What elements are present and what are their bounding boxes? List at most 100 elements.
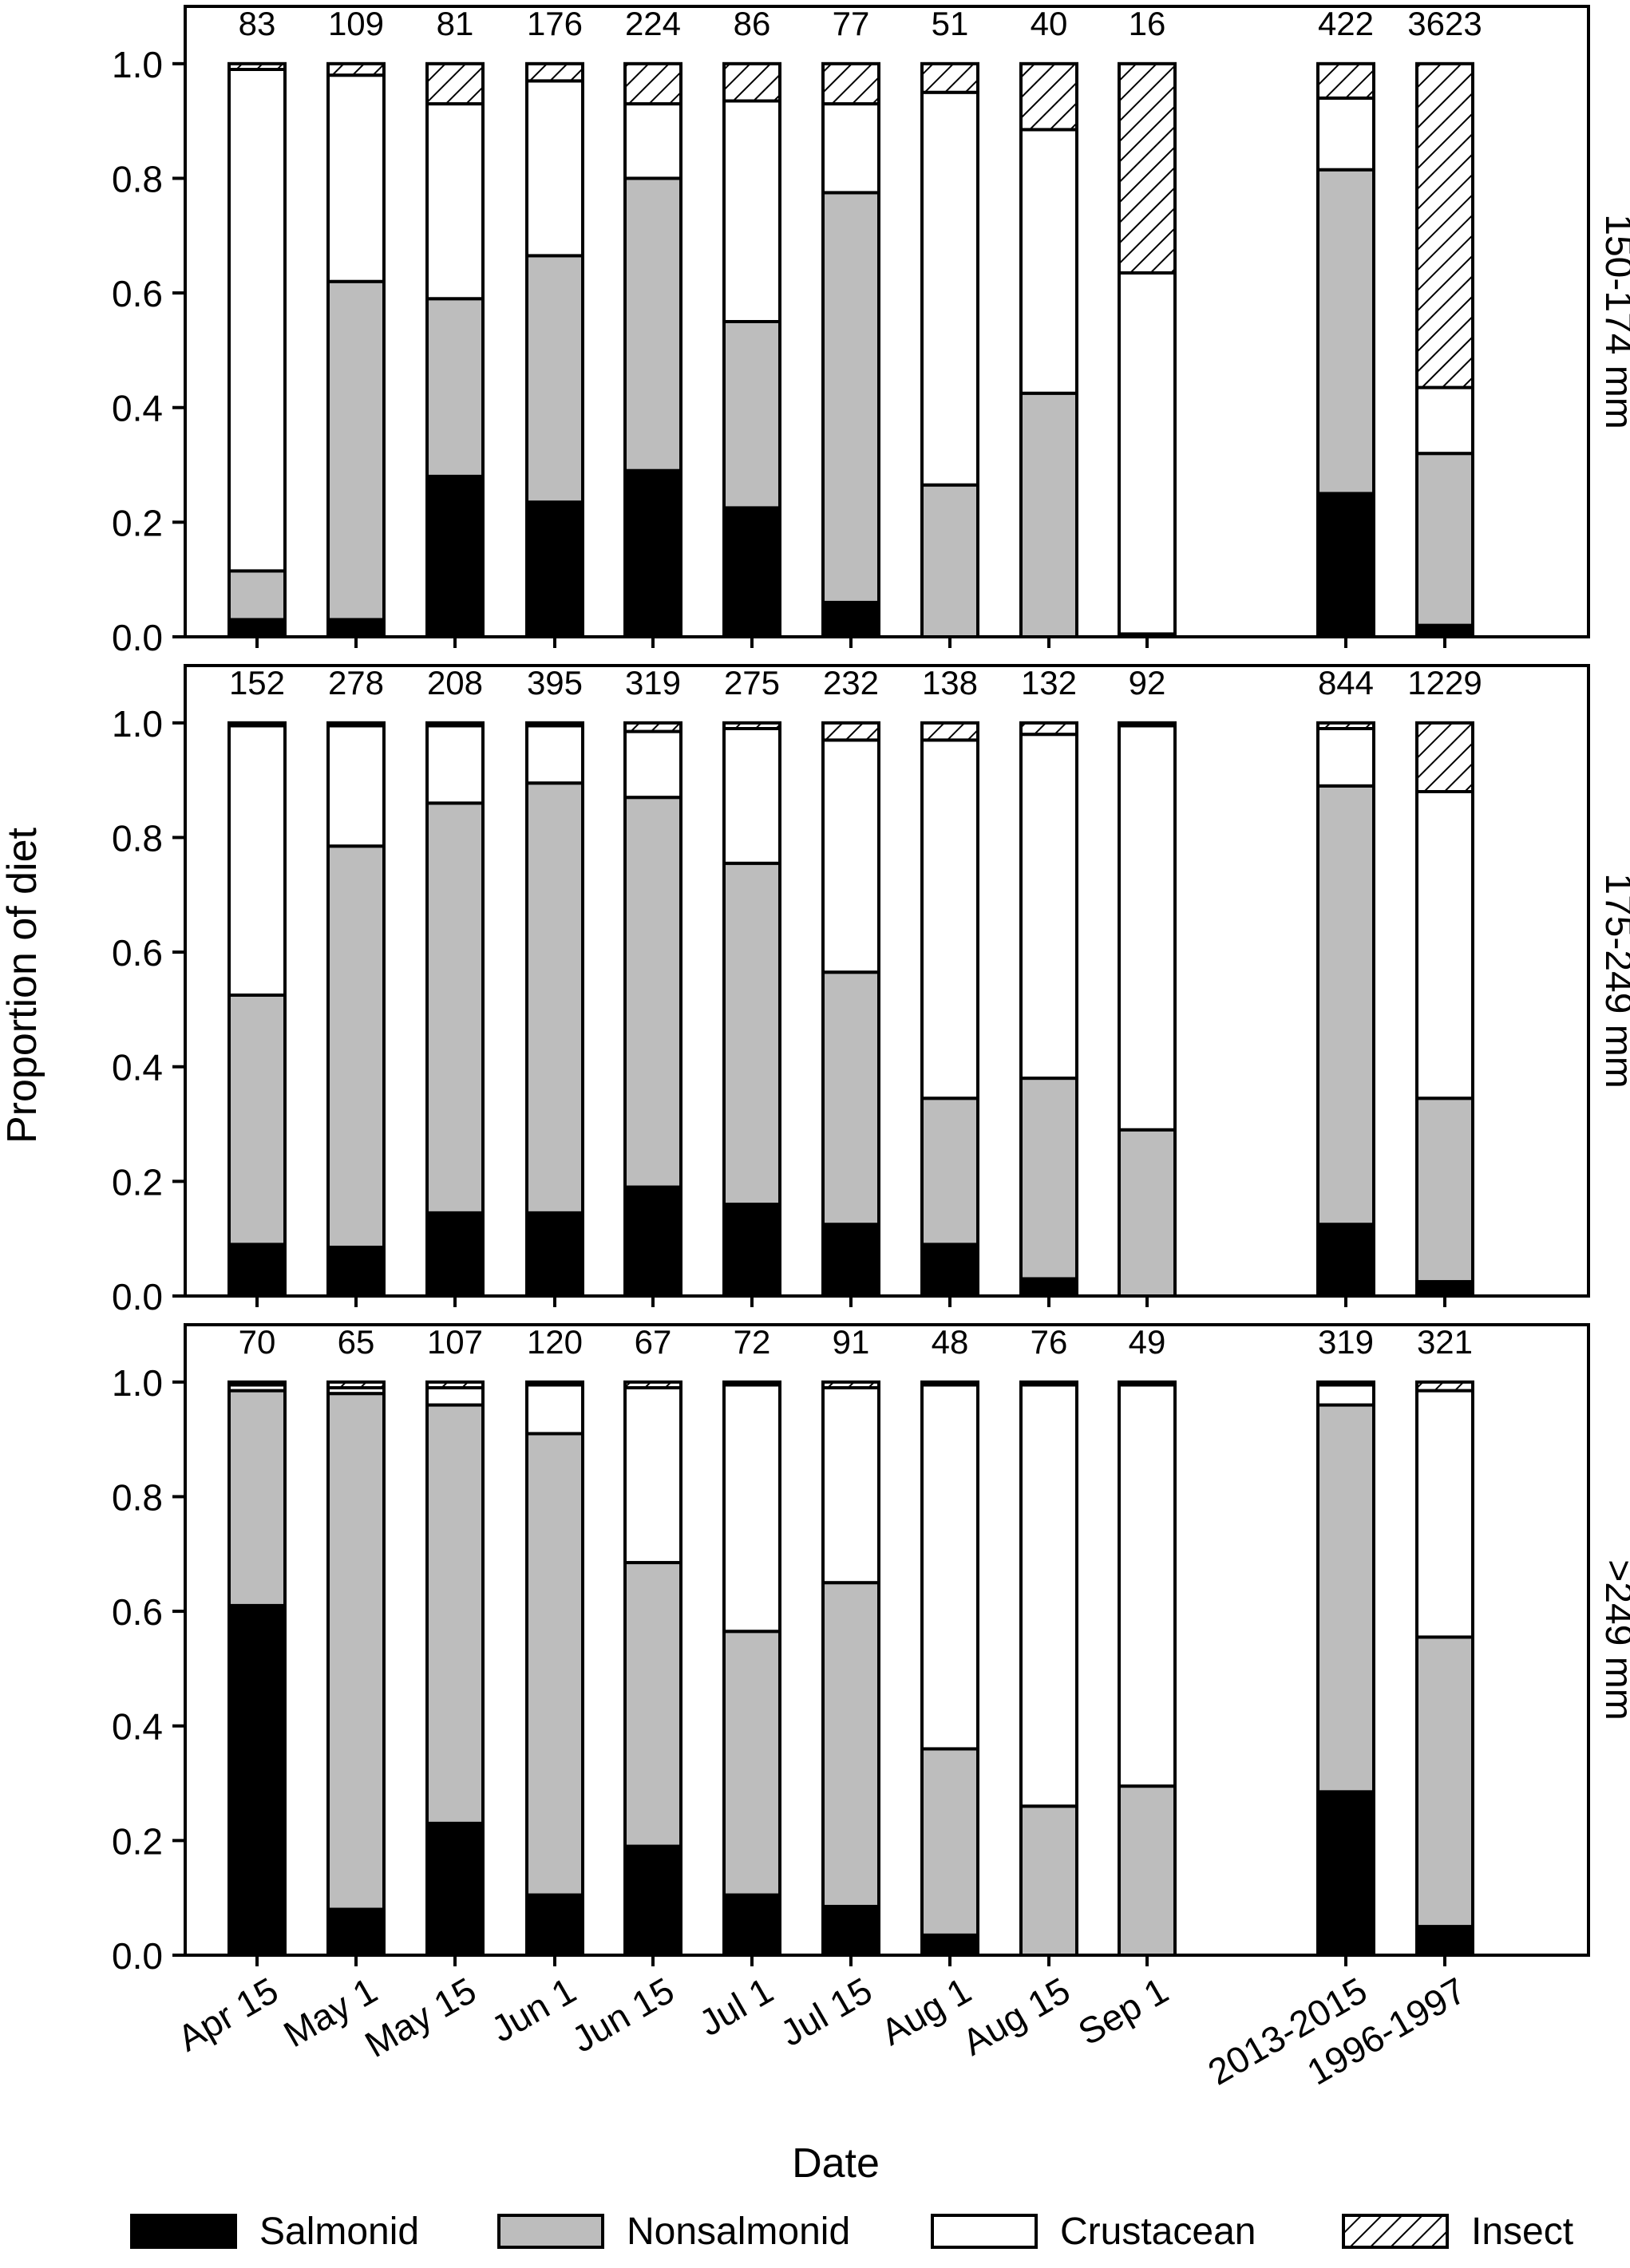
y-tick-label: 0.6: [112, 273, 163, 314]
x-tick-label: Jul 1: [692, 1970, 780, 2045]
sample-size-label: 83: [239, 5, 276, 42]
y-tick-label: 0.4: [112, 388, 163, 429]
bar-crustacean-jun-1: [525, 724, 584, 785]
bar-nonsalmonid-aug-1: [920, 1747, 979, 1937]
y-tick-label: 0.8: [112, 158, 163, 200]
legend-swatch-crustacean: [931, 2214, 1038, 2249]
bar-crustacean-aug-1: [920, 1383, 979, 1751]
bar-salmonid-2013-2015: [1316, 492, 1375, 638]
bar-salmonid-jul-15: [821, 1904, 880, 1958]
sample-size-label: 70: [239, 1323, 276, 1361]
legend-label-crustacean: Crustacean: [1060, 2211, 1256, 2253]
x-tick-label: Jun 15: [564, 1970, 681, 2061]
bar-salmonid-1996-1997: [1415, 1925, 1474, 1957]
bar-crustacean-aug-15: [1019, 128, 1078, 395]
bar-salmonid-jul-1: [722, 1893, 781, 1957]
bar-nonsalmonid-may-1: [326, 279, 386, 622]
bar-salmonid-jun-1: [525, 500, 584, 639]
bar-nonsalmonid-jul-15: [821, 970, 880, 1227]
y-tick-label: 0.0: [112, 1935, 163, 1977]
sample-size-label: 107: [427, 1323, 483, 1361]
bar-crustacean-may-1: [326, 73, 386, 283]
bar-salmonid-2013-2015: [1316, 1223, 1375, 1298]
bar-insect-2013-2015: [1316, 1380, 1375, 1387]
bar-insect-jun-15: [623, 1380, 682, 1390]
sample-size-label: 92: [1129, 664, 1166, 701]
bar-crustacean-sep-1: [1118, 1383, 1177, 1788]
bar-insect-may-1: [326, 61, 386, 77]
x-tick-label: May 15: [358, 1970, 483, 2065]
sample-size-label: 208: [427, 664, 483, 701]
bar-crustacean-jun-1: [525, 1383, 584, 1436]
bar-insect-aug-1: [920, 61, 979, 94]
sample-size-label: 51: [932, 5, 969, 42]
bar-salmonid-may-1: [326, 618, 386, 638]
bar-nonsalmonid-jul-1: [722, 320, 781, 510]
y-tick-label: 0.6: [112, 932, 163, 974]
y-tick-label: 0.8: [112, 1476, 163, 1518]
bar-insect-apr-15: [227, 721, 287, 728]
legend-swatch-insect: [1342, 2214, 1449, 2249]
y-tick-label: 1.0: [112, 703, 163, 745]
panel-frame: [184, 5, 1590, 638]
sample-size-label: 91: [833, 1323, 870, 1361]
panel-size-label: 150-174 mm: [1597, 214, 1630, 429]
bar-crustacean-jul-1: [722, 727, 781, 865]
bar-crustacean-apr-15: [227, 724, 287, 997]
bar-insect-jul-1: [722, 1380, 781, 1387]
bar-salmonid-may-1: [326, 1907, 386, 1957]
bar-crustacean-may-15: [425, 102, 485, 301]
bar-nonsalmonid-1996-1997: [1415, 1096, 1474, 1284]
bar-nonsalmonid-may-15: [425, 801, 485, 1215]
x-tick-label: Apr 15: [171, 1970, 285, 2060]
sample-size-label: 278: [328, 664, 384, 701]
bar-crustacean-jul-15: [821, 738, 880, 974]
bar-nonsalmonid-aug-15: [1019, 391, 1078, 638]
bar-insect-jun-1: [525, 721, 584, 728]
bar-insect-may-15: [425, 1380, 485, 1390]
bar-insect-aug-15: [1019, 1380, 1078, 1387]
bar-insect-aug-15: [1019, 61, 1078, 132]
sample-size-label: 844: [1318, 664, 1374, 701]
bar-nonsalmonid-may-15: [425, 297, 485, 478]
sample-size-label: 67: [635, 1323, 672, 1361]
bar-insect-jul-15: [821, 61, 880, 106]
sample-size-label: 232: [823, 664, 879, 701]
bar-insect-aug-1: [920, 1380, 979, 1387]
sample-size-label: 319: [1318, 1323, 1374, 1361]
bar-nonsalmonid-may-15: [425, 1403, 485, 1825]
y-tick-label: 1.0: [112, 1362, 163, 1404]
bar-nonsalmonid-jun-1: [525, 1432, 584, 1897]
bar-salmonid-apr-15: [227, 618, 287, 638]
bar-nonsalmonid-jul-15: [821, 1581, 880, 1908]
bar-nonsalmonid-jul-1: [722, 861, 781, 1207]
sample-size-label: 109: [328, 5, 384, 42]
x-tick-label: Jul 15: [773, 1970, 879, 2054]
x-axis-title: Date: [792, 2140, 880, 2187]
bar-crustacean-jun-15: [623, 729, 682, 800]
legend-label-insect: Insect: [1471, 2211, 1573, 2253]
bar-nonsalmonid-sep-1: [1118, 1784, 1177, 1958]
y-tick-label: 0.4: [112, 1706, 163, 1748]
sample-size-label: 1229: [1407, 664, 1482, 701]
bar-insect-jun-15: [623, 721, 682, 733]
bar-salmonid-jul-1: [722, 506, 781, 639]
bar-nonsalmonid-jul-1: [722, 1630, 781, 1897]
sample-size-label: 65: [338, 1323, 375, 1361]
bar-insect-may-15: [425, 721, 485, 728]
bar-insect-1996-1997: [1415, 721, 1474, 793]
sample-size-label: 48: [932, 1323, 969, 1361]
bar-salmonid-jul-15: [821, 1223, 880, 1298]
bar-crustacean-1996-1997: [1415, 790, 1474, 1100]
bar-insect-jul-1: [722, 61, 781, 103]
sample-size-label: 275: [724, 664, 780, 701]
sample-size-label: 224: [625, 5, 681, 42]
sample-size-label: 152: [229, 664, 285, 701]
bar-salmonid-may-1: [326, 1245, 386, 1298]
bar-crustacean-jul-15: [821, 1386, 880, 1585]
bar-insect-may-1: [326, 1380, 386, 1390]
chart-panels: 0.0 0.2 0.4 0.6 0.8 1.0 83 109 81 176 224 86 77 51 40 1…: [112, 5, 1630, 1977]
bar-nonsalmonid-aug-15: [1019, 1804, 1078, 1957]
legend-swatch-nonsalmonid: [497, 2214, 604, 2249]
